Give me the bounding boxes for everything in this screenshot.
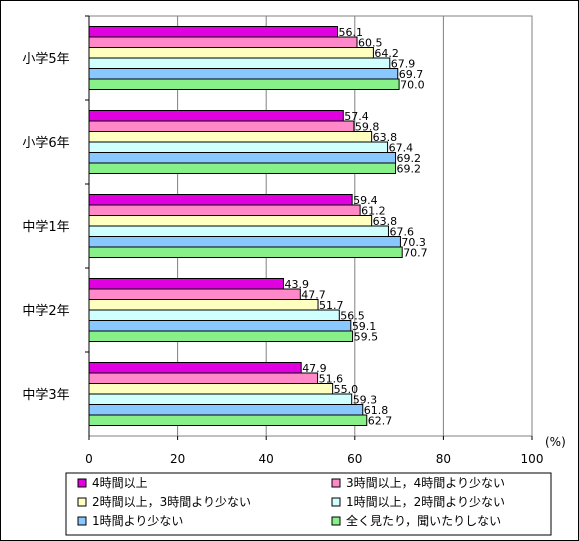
bar [88, 299, 319, 311]
bar [88, 404, 364, 416]
data-label: 67.6 [389, 226, 414, 239]
bar [88, 26, 339, 38]
legend-swatch [331, 516, 341, 526]
x-tick-label: 100 [521, 452, 544, 466]
bar [88, 288, 301, 300]
data-label: 59.3 [353, 394, 378, 407]
data-label: 70.7 [403, 247, 428, 260]
data-label: 59.4 [353, 194, 378, 207]
bar [88, 57, 391, 69]
data-label: 63.8 [373, 131, 398, 144]
data-label: 67.9 [391, 58, 416, 71]
category-label: 小学6年 [22, 135, 69, 151]
data-label: 55.0 [334, 383, 359, 396]
bar [88, 131, 373, 143]
x-tick-label: 40 [259, 452, 274, 466]
bar [88, 110, 344, 122]
bar [88, 309, 340, 321]
data-label: 43.9 [284, 278, 309, 291]
bar [88, 320, 352, 332]
x-tick-label: 60 [347, 452, 362, 466]
data-label: 64.2 [374, 47, 399, 60]
data-label: 59.5 [354, 331, 379, 344]
bar [88, 194, 353, 206]
bar [88, 68, 399, 80]
data-label: 69.7 [399, 68, 424, 81]
legend-label: 2時間以上，3時間より少ない [92, 495, 251, 509]
bar [88, 215, 373, 227]
data-label: 47.7 [301, 289, 326, 302]
bar [88, 372, 319, 384]
bar [88, 36, 358, 48]
bar [88, 362, 302, 374]
data-label: 60.5 [358, 37, 383, 50]
bar [88, 330, 354, 342]
data-label: 51.7 [319, 299, 344, 312]
bar [88, 236, 401, 248]
bar [88, 246, 403, 258]
legend-label: 3時間以上，4時間より少ない [346, 476, 505, 490]
data-label: 62.7 [368, 415, 393, 428]
data-label: 56.1 [339, 26, 364, 39]
x-tick-label: 0 [85, 452, 93, 466]
bar [88, 162, 397, 174]
data-label: 61.8 [364, 404, 389, 417]
legend-swatch [77, 516, 87, 526]
legend-label: 4時間以上 [92, 476, 148, 490]
legend-label: 1時間より少ない [92, 514, 183, 528]
x-tick-label: 80 [436, 452, 451, 466]
data-label: 61.2 [361, 205, 386, 218]
bar [88, 393, 353, 405]
legend-box [65, 472, 552, 536]
bar [88, 225, 389, 237]
bar [88, 204, 361, 216]
data-label: 59.8 [355, 121, 380, 134]
bar [88, 414, 368, 426]
category-label: 中学2年 [22, 303, 69, 319]
data-label: 51.6 [319, 373, 344, 386]
data-label: 59.1 [352, 320, 377, 333]
data-label: 69.2 [397, 163, 422, 176]
category-label: 中学3年 [22, 387, 69, 403]
bar [88, 120, 355, 132]
data-labels: 56.160.564.267.969.770.057.459.863.867.4… [284, 26, 427, 428]
legend-swatch [331, 478, 341, 488]
legend-label: 1時間以上，2時間より少ない [346, 495, 505, 509]
data-label: 56.5 [340, 310, 365, 323]
x-unit-label: (%) [545, 435, 566, 449]
category-label: 小学5年 [22, 51, 69, 67]
bar [88, 278, 284, 290]
data-label: 47.9 [302, 362, 327, 375]
legend-swatch [77, 478, 87, 488]
data-label: 70.0 [400, 79, 425, 92]
bar [88, 47, 374, 59]
data-label: 70.3 [401, 236, 426, 249]
data-label: 67.4 [389, 142, 414, 155]
bar [88, 78, 400, 90]
legend: 4時間以上 3時間以上，4時間より少ない 2時間以上，3時間より少ない 1時間以上，2… [65, 472, 552, 536]
data-label: 69.2 [397, 152, 422, 165]
legend-swatch [77, 497, 87, 507]
bar [88, 152, 397, 164]
bar [88, 141, 389, 153]
bars [88, 26, 403, 426]
legend-label: 全く見たり，聞いたりしない [346, 513, 501, 528]
data-label: 57.4 [344, 110, 369, 123]
legend-swatch [331, 497, 341, 507]
category-label: 中学1年 [22, 219, 69, 235]
data-label: 63.8 [373, 215, 398, 228]
x-tick-label: 20 [170, 452, 185, 466]
bar [88, 383, 334, 395]
